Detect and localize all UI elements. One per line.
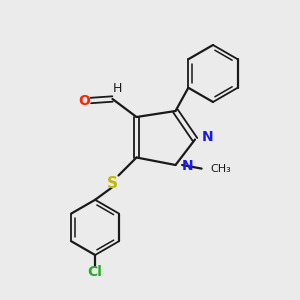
Text: O: O	[78, 94, 90, 107]
Text: N: N	[202, 130, 213, 144]
Text: H: H	[112, 82, 122, 95]
Text: Cl: Cl	[88, 266, 103, 279]
Text: S: S	[106, 176, 117, 191]
Text: N: N	[182, 160, 193, 173]
Text: CH₃: CH₃	[210, 164, 231, 174]
